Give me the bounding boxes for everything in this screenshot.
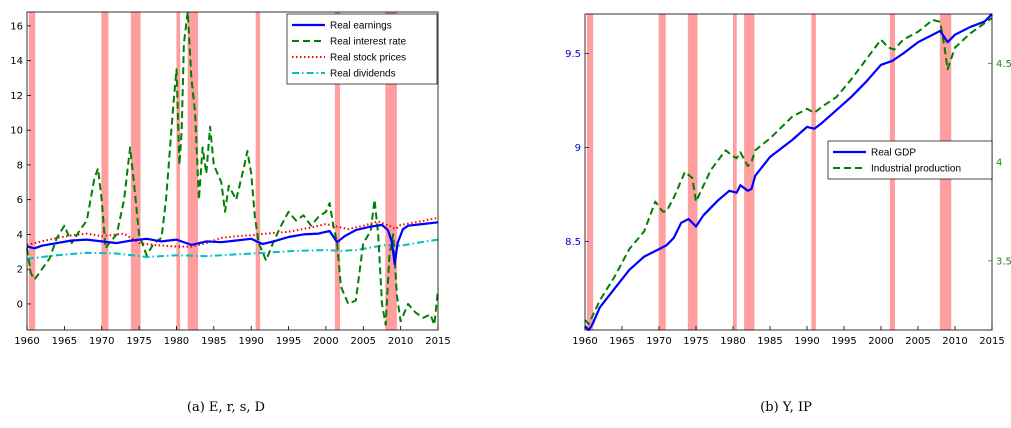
real-interest-rate-line [26, 11, 439, 326]
recession-band [28, 12, 36, 330]
recession-band [744, 14, 755, 330]
recession-band [733, 14, 737, 330]
legend-label: Real stock prices [330, 53, 406, 64]
panel-caption-a: (a) E, r, s, D [187, 400, 265, 415]
legend-label: Real GDP [871, 148, 916, 159]
recession-band [101, 12, 109, 330]
x-tick-label: 1990 [238, 336, 263, 347]
recession-band [176, 12, 181, 330]
x-tick-label: 1970 [646, 336, 671, 347]
left-y-axis-ticks: 8.5 9 9.5 [565, 49, 589, 248]
y-axis-ticks: 0 2 4 6 8 10 12 14 16 [10, 21, 31, 310]
legend-label: Real dividends [330, 69, 396, 80]
x-axis-ticks: 1960 1965 1970 1975 1980 1985 1990 1995 2000 2005… [14, 326, 451, 347]
chart-panel-b: 1960 1965 1970 1975 1980 1985 1990 1995 2000 2005… [565, 13, 1011, 415]
left-y-tick-label: 8.5 [565, 237, 581, 248]
x-axis-ticks: 1960 1965 1970 1975 1980 1985 1990 1995 2000 2005… [572, 326, 1005, 347]
legend-label: Real interest rate [330, 37, 407, 48]
recession-band [586, 14, 594, 330]
x-tick-label: 1980 [164, 336, 189, 347]
panel-caption-b: (b) Y, IP [760, 400, 812, 415]
x-tick-label: 2000 [313, 336, 338, 347]
x-tick-label: 1980 [720, 336, 745, 347]
x-tick-label: 1960 [14, 336, 39, 347]
right-y-tick-label: 4.5 [996, 59, 1011, 70]
recession-band [187, 12, 199, 330]
real-earnings-line [26, 221, 439, 266]
series-lines [584, 13, 993, 332]
x-tick-label: 1985 [201, 336, 226, 347]
left-y-tick-label: 9.5 [565, 49, 581, 60]
x-tick-label: 1960 [572, 336, 597, 347]
recession-band [255, 12, 261, 330]
x-tick-label: 1995 [276, 336, 301, 347]
recession-bands [28, 12, 397, 330]
recession-band [811, 14, 816, 330]
x-tick-label: 1965 [52, 336, 77, 347]
real-dividends-line [26, 238, 439, 260]
recession-band [334, 12, 341, 330]
y-tick-label: 2 [17, 265, 23, 276]
x-tick-label: 1990 [794, 336, 819, 347]
recession-band [687, 14, 698, 330]
x-tick-label: 1975 [683, 336, 708, 347]
plot-frame [26, 11, 439, 331]
legend-box [827, 140, 993, 180]
real-stock-prices-line [26, 216, 439, 248]
x-tick-label: 1975 [126, 336, 151, 347]
left-y-tick-label: 9 [575, 143, 581, 154]
y-tick-label: 0 [17, 299, 23, 310]
legend: Real earnings Real interest rate Real stoc… [286, 13, 438, 85]
y-tick-label: 16 [10, 21, 23, 32]
series-lines [26, 11, 439, 326]
y-tick-label: 4 [17, 230, 23, 241]
real-gdp-line [584, 13, 993, 332]
x-tick-label: 2000 [868, 336, 893, 347]
x-tick-label: 2015 [425, 336, 450, 347]
x-tick-label: 1995 [831, 336, 856, 347]
legend-label: Real earnings [330, 21, 392, 32]
y-tick-label: 6 [17, 195, 23, 206]
y-tick-label: 12 [10, 91, 23, 102]
chart-panel-a: 1960 1965 1970 1975 1980 1985 1990 1995 2000 2005… [10, 11, 451, 415]
x-tick-label: 1965 [609, 336, 634, 347]
x-tick-label: 1985 [757, 336, 782, 347]
industrial-production-line [584, 17, 993, 326]
x-tick-label: 2015 [979, 336, 1004, 347]
recession-band [130, 12, 141, 330]
x-tick-label: 2005 [905, 336, 930, 347]
y-tick-label: 8 [17, 160, 23, 171]
recession-band [385, 12, 397, 330]
legend: Real GDP Industrial production [827, 140, 993, 180]
right-y-tick-label: 4 [996, 158, 1002, 169]
recession-band [658, 14, 666, 330]
y-tick-label: 14 [10, 56, 23, 67]
right-y-tick-label: 3.5 [996, 256, 1011, 267]
y-tick-label: 10 [10, 126, 23, 137]
x-tick-label: 1970 [89, 336, 114, 347]
legend-label: Industrial production [871, 164, 961, 175]
x-tick-label: 2010 [388, 336, 413, 347]
x-tick-label: 2005 [351, 336, 376, 347]
x-tick-label: 2010 [942, 336, 967, 347]
